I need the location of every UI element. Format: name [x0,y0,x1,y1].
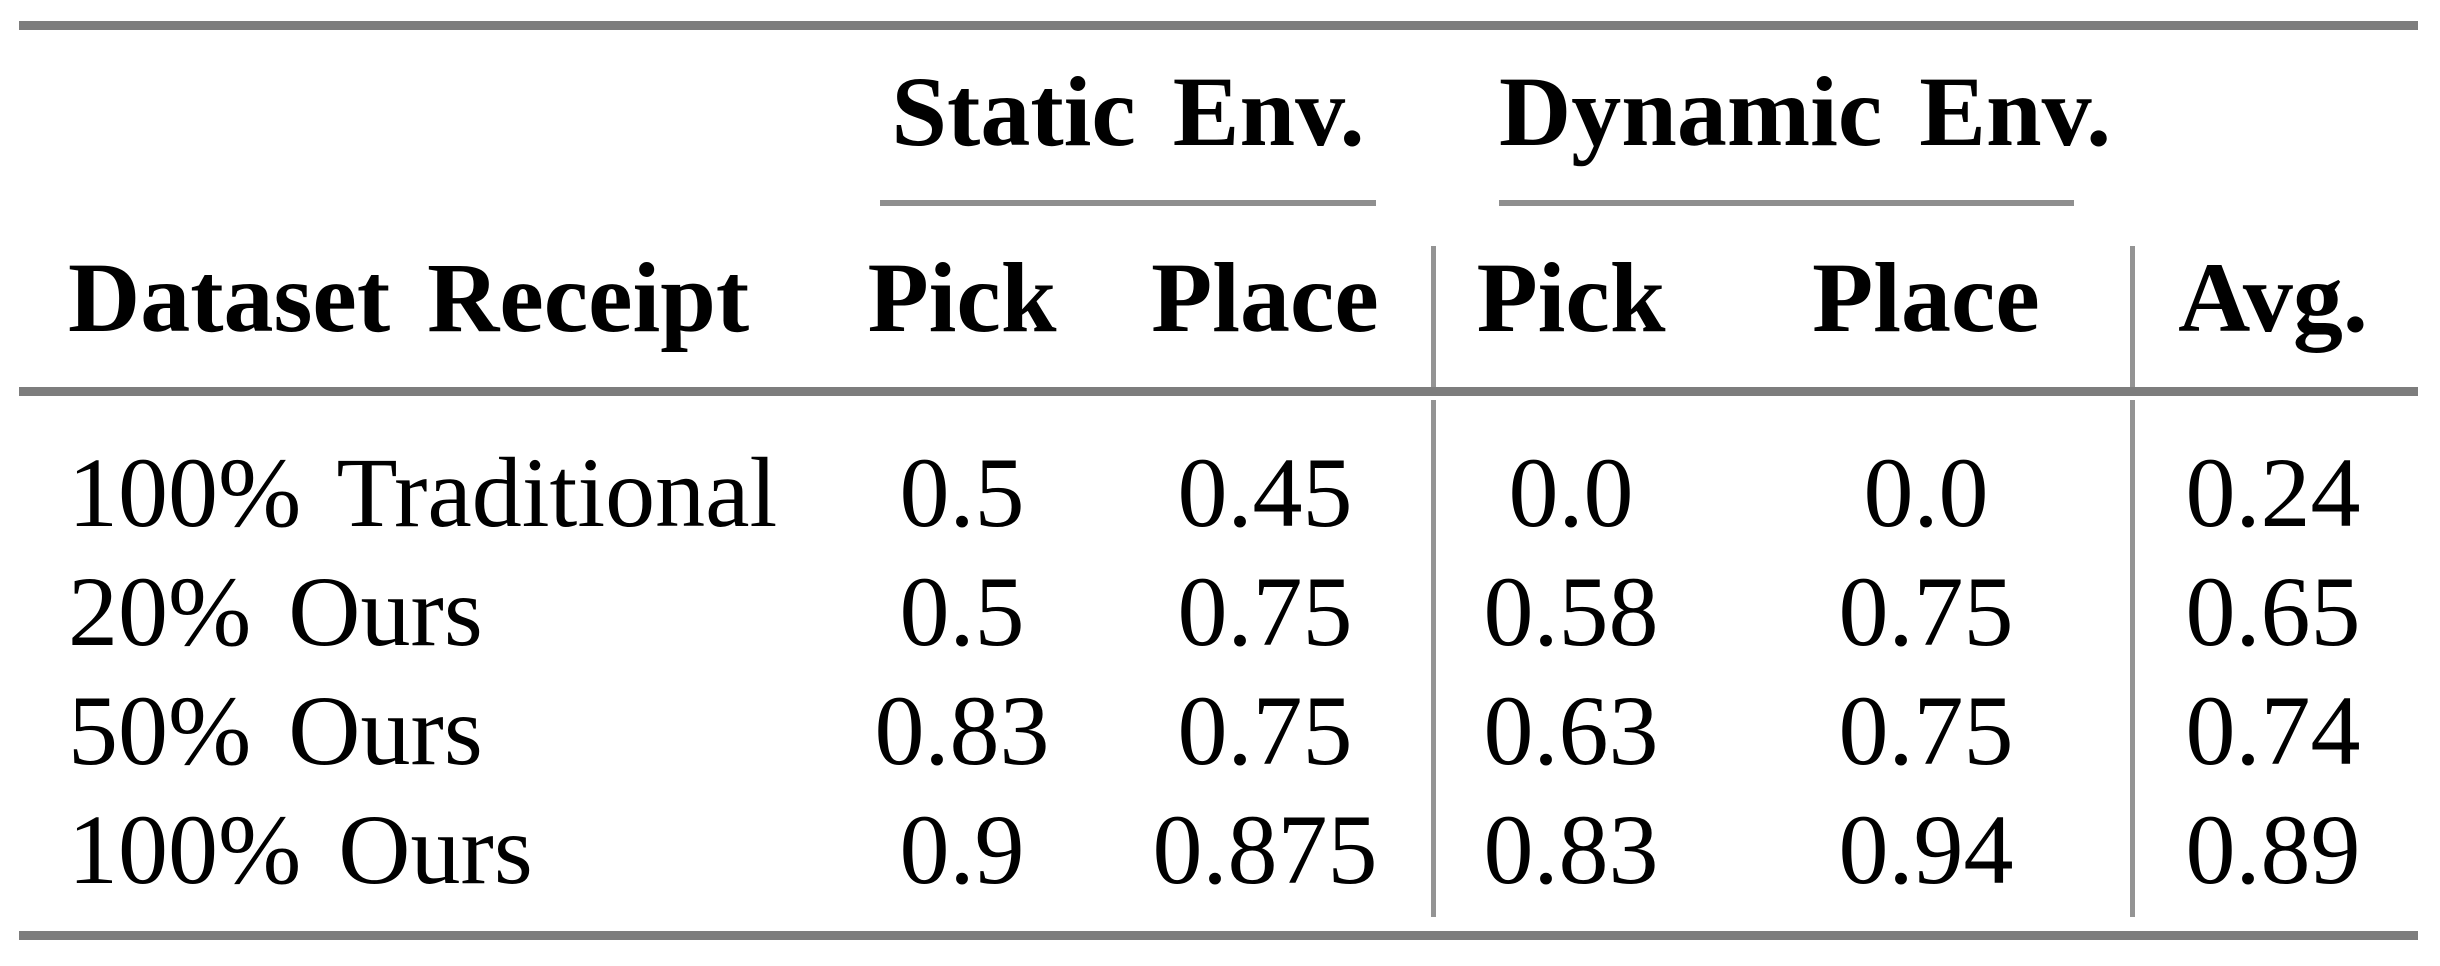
vertical-rule-2-body [2130,400,2135,917]
value-dynamic-pick: 0.58 [1483,556,1659,667]
value-static-place: 0.75 [1177,556,1353,667]
value-dynamic-pick: 0.0 [1508,437,1634,548]
value-avg: 0.89 [2185,794,2361,905]
header-static-place: Place [1151,242,1379,353]
value-static-pick: 0.5 [899,437,1025,548]
value-dynamic-place: 0.0 [1863,437,1989,548]
bottom-rule [19,931,2418,940]
mid-rule [19,387,2418,396]
value-dynamic-place: 0.75 [1838,556,2014,667]
value-static-pick: 0.5 [899,556,1025,667]
group-header-static-env: Static Env. [891,56,1365,167]
header-dynamic-pick: Pick [1476,242,1666,353]
header-dynamic-place: Place [1812,242,2040,353]
value-dynamic-place: 0.75 [1838,675,2014,786]
value-static-place: 0.75 [1177,675,1353,786]
value-avg: 0.74 [2185,675,2361,786]
value-static-place: 0.875 [1152,794,1378,905]
group-header-dynamic-env: Dynamic Env. [1499,56,2112,167]
header-dataset-receipt: Dataset Receipt [68,242,750,353]
value-avg: 0.65 [2185,556,2361,667]
header-avg: Avg. [2178,242,2368,353]
value-static-pick: 0.83 [874,675,1050,786]
row-label: 20% Ours [68,556,483,667]
row-label: 100% Traditional [68,437,778,548]
value-avg: 0.24 [2185,437,2361,548]
vertical-rule-1-header [1431,246,1436,387]
value-dynamic-pick: 0.63 [1483,675,1659,786]
value-static-place: 0.45 [1177,437,1353,548]
row-label: 100% Ours [68,794,533,905]
vertical-rule-1-body [1431,400,1436,917]
cmidrule-dynamic [1499,200,2074,206]
row-label: 50% Ours [68,675,483,786]
value-dynamic-pick: 0.83 [1483,794,1659,905]
vertical-rule-2-header [2130,246,2135,387]
value-static-pick: 0.9 [899,794,1025,905]
value-dynamic-place: 0.94 [1838,794,2014,905]
top-rule [19,21,2418,30]
cmidrule-static [880,200,1376,206]
header-static-pick: Pick [867,242,1057,353]
